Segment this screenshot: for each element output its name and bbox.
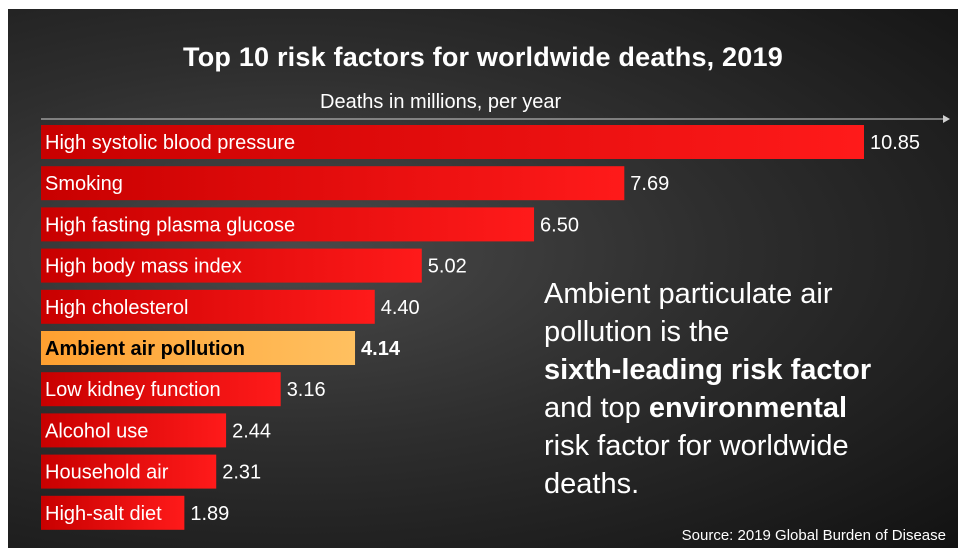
value-label: 3.16	[287, 379, 326, 401]
category-label: High fasting plasma glucose	[45, 214, 295, 236]
value-label: 2.31	[222, 462, 261, 484]
annotation-line: risk factor for worldwide	[544, 430, 849, 462]
annotation-bold: sixth-leading risk factor	[544, 354, 872, 386]
bar	[41, 372, 281, 407]
bar-chart: High systolic blood pressure 10.85 Smoking…	[41, 115, 950, 530]
annotation-text-span: and top	[544, 392, 649, 424]
bar	[41, 331, 356, 365]
x-axis-label: Deaths in millions, per year	[320, 91, 562, 113]
annotation-line: deaths.	[544, 468, 640, 500]
category-label: High-salt diet	[45, 503, 162, 525]
bar	[41, 454, 217, 489]
value-label: 6.50	[540, 214, 579, 236]
value-label: 10.85	[870, 132, 920, 154]
bar	[41, 248, 422, 283]
annotation-bold: environmental	[648, 392, 848, 424]
source-note: Source: 2019 Global Burden of Disease	[681, 527, 946, 544]
value-label: 5.02	[428, 256, 467, 278]
bar	[41, 207, 535, 242]
category-label: High body mass index	[45, 256, 242, 278]
bar	[41, 495, 185, 530]
category-label: Alcohol use	[45, 420, 148, 442]
bar	[41, 125, 864, 159]
value-label: 2.44	[232, 420, 271, 442]
annotation-text: Ambient particulate air pollution is the…	[544, 275, 944, 503]
value-label: 4.14	[361, 338, 401, 360]
category-label: High cholesterol	[45, 297, 188, 319]
category-label: High systolic blood pressure	[45, 132, 295, 154]
category-label: Low kidney function	[45, 379, 221, 401]
category-label: Ambient air pollution	[45, 338, 245, 360]
annotation-line: Ambient particulate air	[544, 278, 833, 310]
x-axis-arrow-icon	[943, 115, 950, 123]
bar	[41, 413, 227, 448]
category-label: Household air	[45, 462, 169, 484]
value-label: 4.40	[381, 297, 420, 319]
bar	[41, 166, 625, 201]
chart-panel: Top 10 risk factors for worldwide deaths…	[8, 9, 958, 548]
category-label: Smoking	[45, 173, 123, 195]
bar	[41, 289, 375, 324]
value-label: 1.89	[190, 503, 229, 525]
annotation-line: pollution is the	[544, 316, 730, 348]
value-label: 7.69	[630, 173, 669, 195]
chart-title: Top 10 risk factors for worldwide deaths…	[183, 42, 783, 72]
